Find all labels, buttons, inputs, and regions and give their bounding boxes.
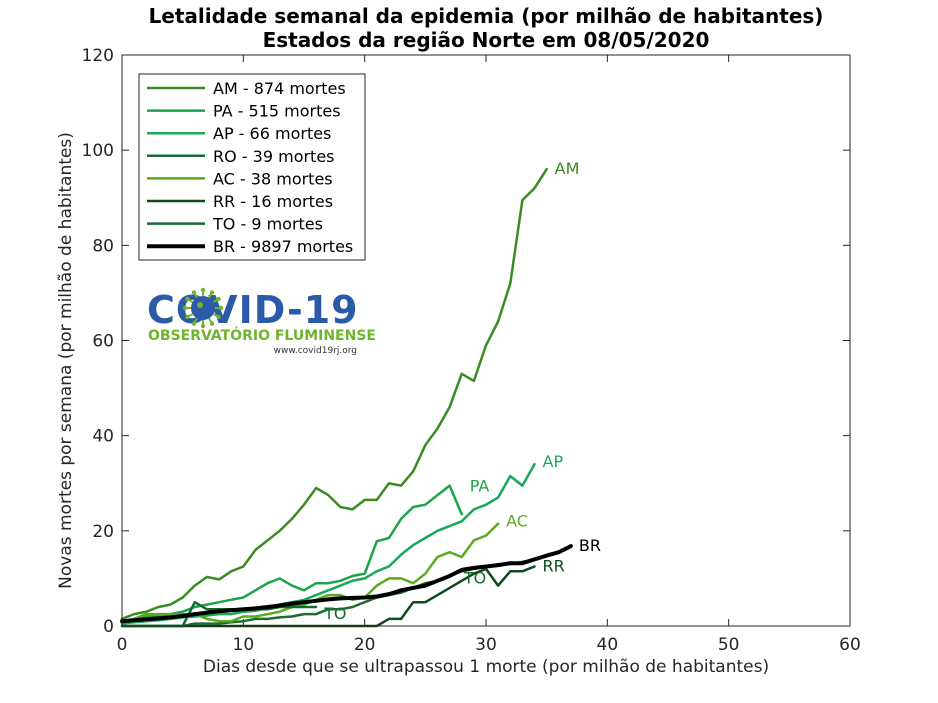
legend-box — [138, 73, 366, 261]
legend-entry-am: AM - 874 mortes — [213, 79, 346, 98]
y-tick-label: 60 — [92, 332, 114, 352]
y-axis-label: Novas mortes por semana (por milhão de h… — [56, 132, 76, 589]
x-tick-label: 30 — [475, 635, 497, 655]
y-tick-label: 100 — [82, 141, 114, 161]
virus-icon — [182, 287, 224, 329]
end-label-to: TO — [463, 569, 486, 588]
end-label-am: AM — [555, 159, 580, 178]
legend-entry-to: TO - 9 mortes — [212, 215, 323, 234]
end-label-br: BR — [579, 536, 601, 555]
series-line-ap — [120, 462, 536, 625]
end-label-to: TO — [323, 604, 346, 623]
x-axis-label: Dias desde que se ultrapassou 1 morte (p… — [203, 657, 769, 677]
x-tick-label: 10 — [233, 635, 255, 655]
x-tick-label: 60 — [839, 635, 861, 655]
chart-title-line-1: Letalidade semanal da epidemia (por milh… — [149, 4, 824, 28]
series-line-pa — [120, 484, 463, 623]
legend-entry-br: BR - 9897 mortes — [213, 237, 353, 256]
x-tick-label: 20 — [354, 635, 376, 655]
x-tick-label: 50 — [718, 635, 740, 655]
y-tick-label: 0 — [103, 617, 114, 637]
logo-url: www.covid19rj.org — [274, 346, 357, 356]
y-tick-label: 40 — [92, 427, 114, 447]
series-line-am — [120, 167, 548, 621]
legend-entry-pa: PA - 515 mortes — [213, 102, 341, 121]
logo-subtitle: OBSERVATÓRIO FLUMINENSE — [148, 326, 376, 344]
x-tick-label: 0 — [117, 635, 128, 655]
end-label-ac: AC — [506, 512, 528, 531]
axis-ticks: 0 10 20 30 40 50 60 0 20 40 60 80 100 120 — [82, 46, 861, 655]
y-tick-label: 20 — [92, 522, 114, 542]
legend-entry-ac: AC - 38 mortes — [213, 169, 333, 188]
legend-entry-ap: AP - 66 mortes — [213, 124, 331, 143]
series-line-br — [120, 544, 573, 624]
end-label-pa: PA — [470, 477, 490, 496]
y-tick-label: 120 — [82, 46, 114, 66]
legend-entry-ro: RO - 39 mortes — [213, 147, 335, 166]
logo-main-text: COVID-19 — [147, 288, 359, 332]
chart-title-line-2: Estados da região Norte em 08/05/2020 — [263, 28, 710, 52]
chart-title: Letalidade semanal da epidemia (por milh… — [149, 4, 824, 52]
legend-entry-rr: RR - 16 mortes — [213, 192, 333, 211]
end-label-ap: AP — [543, 452, 564, 471]
y-tick-label: 80 — [92, 236, 114, 256]
end-label-rr: RR — [543, 557, 565, 576]
legend: AM - 874 mortes PA - 515 mortes AP - 66 mo… — [138, 73, 366, 261]
x-tick-label: 40 — [597, 635, 619, 655]
series-end-labels: AM PA AP AC BR RR TO TO — [323, 159, 601, 623]
plot-frame — [121, 54, 851, 627]
